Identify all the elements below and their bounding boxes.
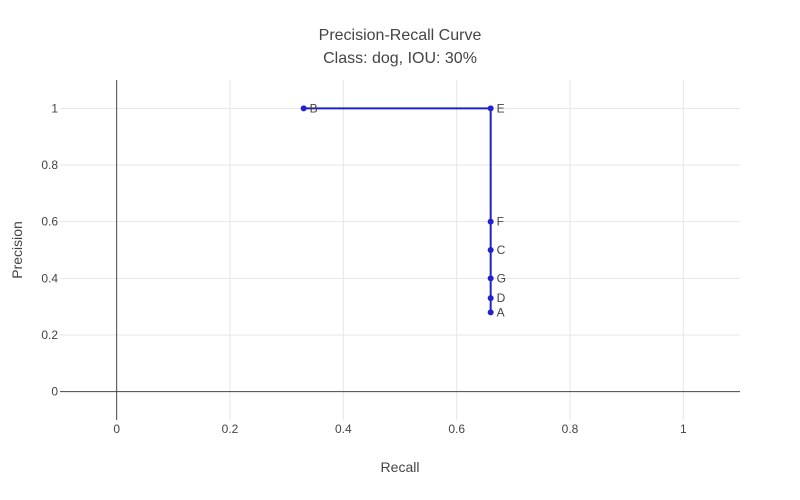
y-tick-label: 0.8 <box>41 158 58 172</box>
x-tick-label: 0.6 <box>448 422 465 436</box>
point-marker-E <box>487 105 494 112</box>
x-tick-label: 1 <box>680 422 687 436</box>
x-tick-label: 0.4 <box>335 422 352 436</box>
y-axis-title: Precision <box>9 221 25 279</box>
y-tick-label: 0.4 <box>41 271 58 285</box>
y-tick-label: 1 <box>51 101 58 115</box>
point-label-D: D <box>497 291 506 305</box>
point-label-G: G <box>497 271 506 285</box>
point-marker-D <box>487 295 494 302</box>
point-label-C: C <box>497 243 506 257</box>
point-label-F: F <box>497 215 504 229</box>
point-marker-G <box>487 275 494 282</box>
tick-labels: 0 0.2 0.4 0.6 0.8 1 0 0.2 0.4 0.6 0.8 1 <box>41 101 687 436</box>
chart-title: Precision-Recall Curve <box>319 27 482 44</box>
y-tick-label: 0.2 <box>41 328 58 342</box>
point-marker-B <box>300 105 307 112</box>
axes <box>60 80 740 420</box>
point-label-B: B <box>310 101 318 115</box>
point-marker-C <box>487 247 494 253</box>
point-label-E: E <box>497 101 505 115</box>
x-tick-label: 0 <box>113 422 120 436</box>
point-label-A: A <box>497 305 505 319</box>
x-tick-label: 0.2 <box>222 422 239 436</box>
series-line <box>303 107 492 313</box>
point-marker-F <box>487 218 494 225</box>
point-marker-A <box>487 309 494 316</box>
grid-lines <box>60 80 740 420</box>
chart-subtitle: Class: dog, IOU: 30% <box>323 50 477 67</box>
x-axis-title: Recall <box>381 459 420 475</box>
y-tick-label: 0 <box>51 385 58 399</box>
y-tick-label: 0.6 <box>41 215 58 229</box>
x-tick-label: 0.8 <box>562 422 579 436</box>
